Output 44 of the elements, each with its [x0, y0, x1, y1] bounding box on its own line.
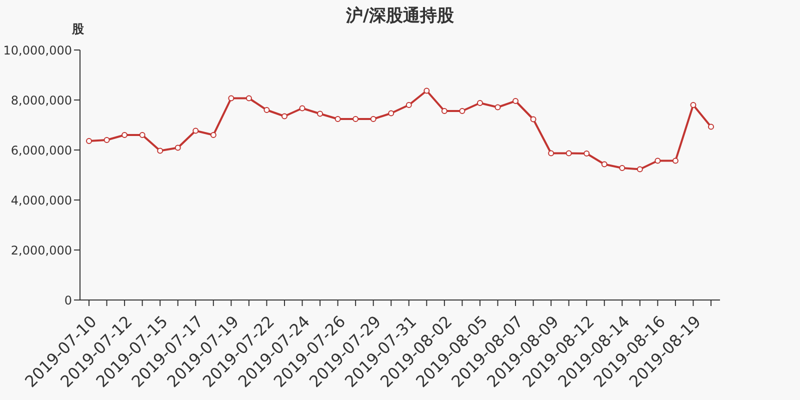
- point: [370, 116, 376, 122]
- point: [601, 161, 608, 168]
- y-axis-title: 股: [72, 21, 84, 38]
- point: [139, 132, 146, 138]
- point: [672, 158, 678, 164]
- y-tick-label: 10,000,000: [3, 43, 72, 58]
- chart-title: 沪/深股通持股: [346, 6, 454, 26]
- point: [566, 150, 572, 156]
- point: [459, 108, 466, 114]
- point: [708, 124, 714, 130]
- point: [476, 100, 483, 106]
- point: [334, 116, 341, 122]
- point: [174, 144, 181, 151]
- point: [157, 148, 164, 154]
- point: [584, 150, 590, 156]
- point: [530, 116, 536, 122]
- point: [352, 116, 359, 122]
- point: [122, 132, 128, 138]
- point: [228, 95, 234, 102]
- point: [210, 132, 216, 138]
- point: [619, 165, 626, 171]
- y-tick-label: 6,000,000: [10, 143, 72, 158]
- point: [264, 107, 270, 113]
- y-tick-label: 4,000,000: [10, 193, 72, 208]
- point: [317, 110, 324, 117]
- point: [690, 102, 696, 108]
- point: [512, 98, 519, 104]
- y-tick-label: 2,000,000: [10, 243, 72, 258]
- y-tick-label: 0: [64, 293, 72, 308]
- point: [281, 113, 288, 120]
- point: [654, 158, 661, 164]
- point: [494, 104, 501, 110]
- point: [636, 166, 643, 172]
- point: [424, 88, 430, 94]
- point: [388, 110, 394, 116]
- point: [406, 102, 412, 108]
- point: [548, 150, 554, 156]
- point: [441, 108, 448, 114]
- point: [192, 128, 199, 134]
- y-tick-label: 8,000,000: [10, 93, 72, 108]
- point: [299, 105, 306, 112]
- point: [246, 95, 252, 102]
- point: [104, 137, 110, 143]
- point: [86, 138, 92, 144]
